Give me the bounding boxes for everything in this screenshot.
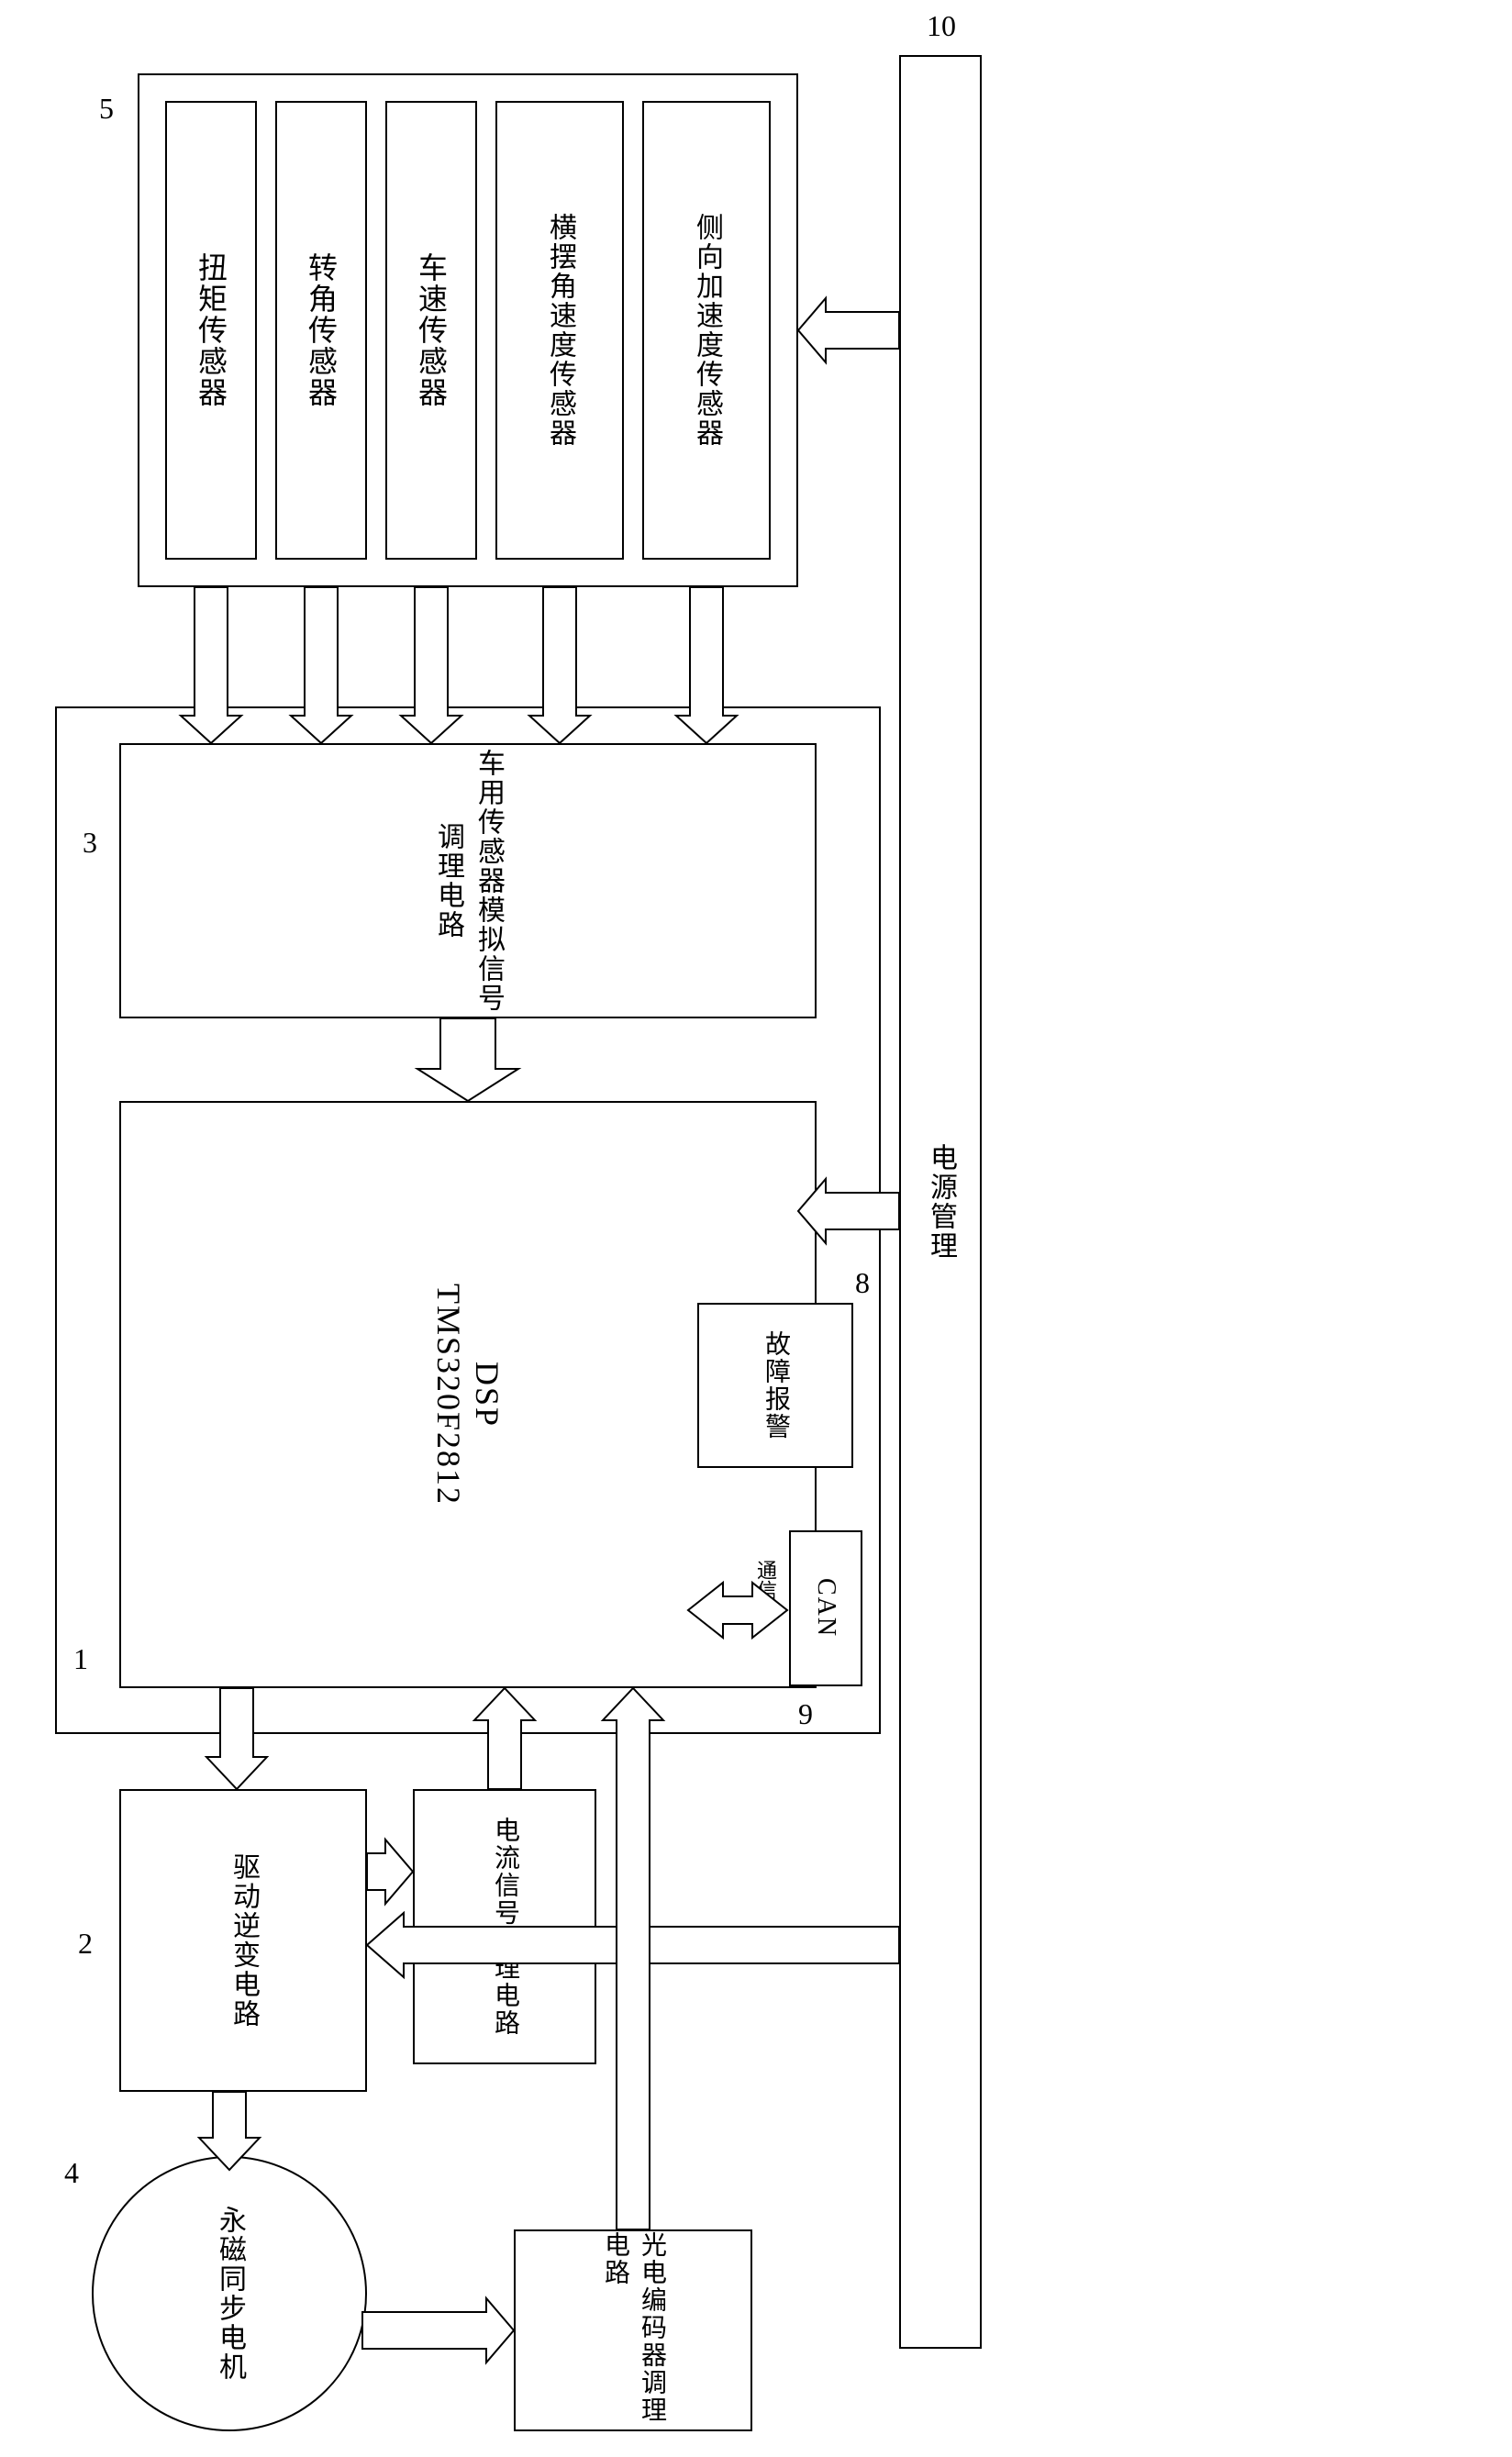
can-block: CAN xyxy=(789,1530,862,1686)
can-label: CAN xyxy=(791,1532,861,1684)
fault-alarm: 故障报警 xyxy=(697,1303,853,1468)
fault-alarm-label: 故障报警 xyxy=(699,1305,851,1466)
arrows-layer xyxy=(0,0,1512,2457)
